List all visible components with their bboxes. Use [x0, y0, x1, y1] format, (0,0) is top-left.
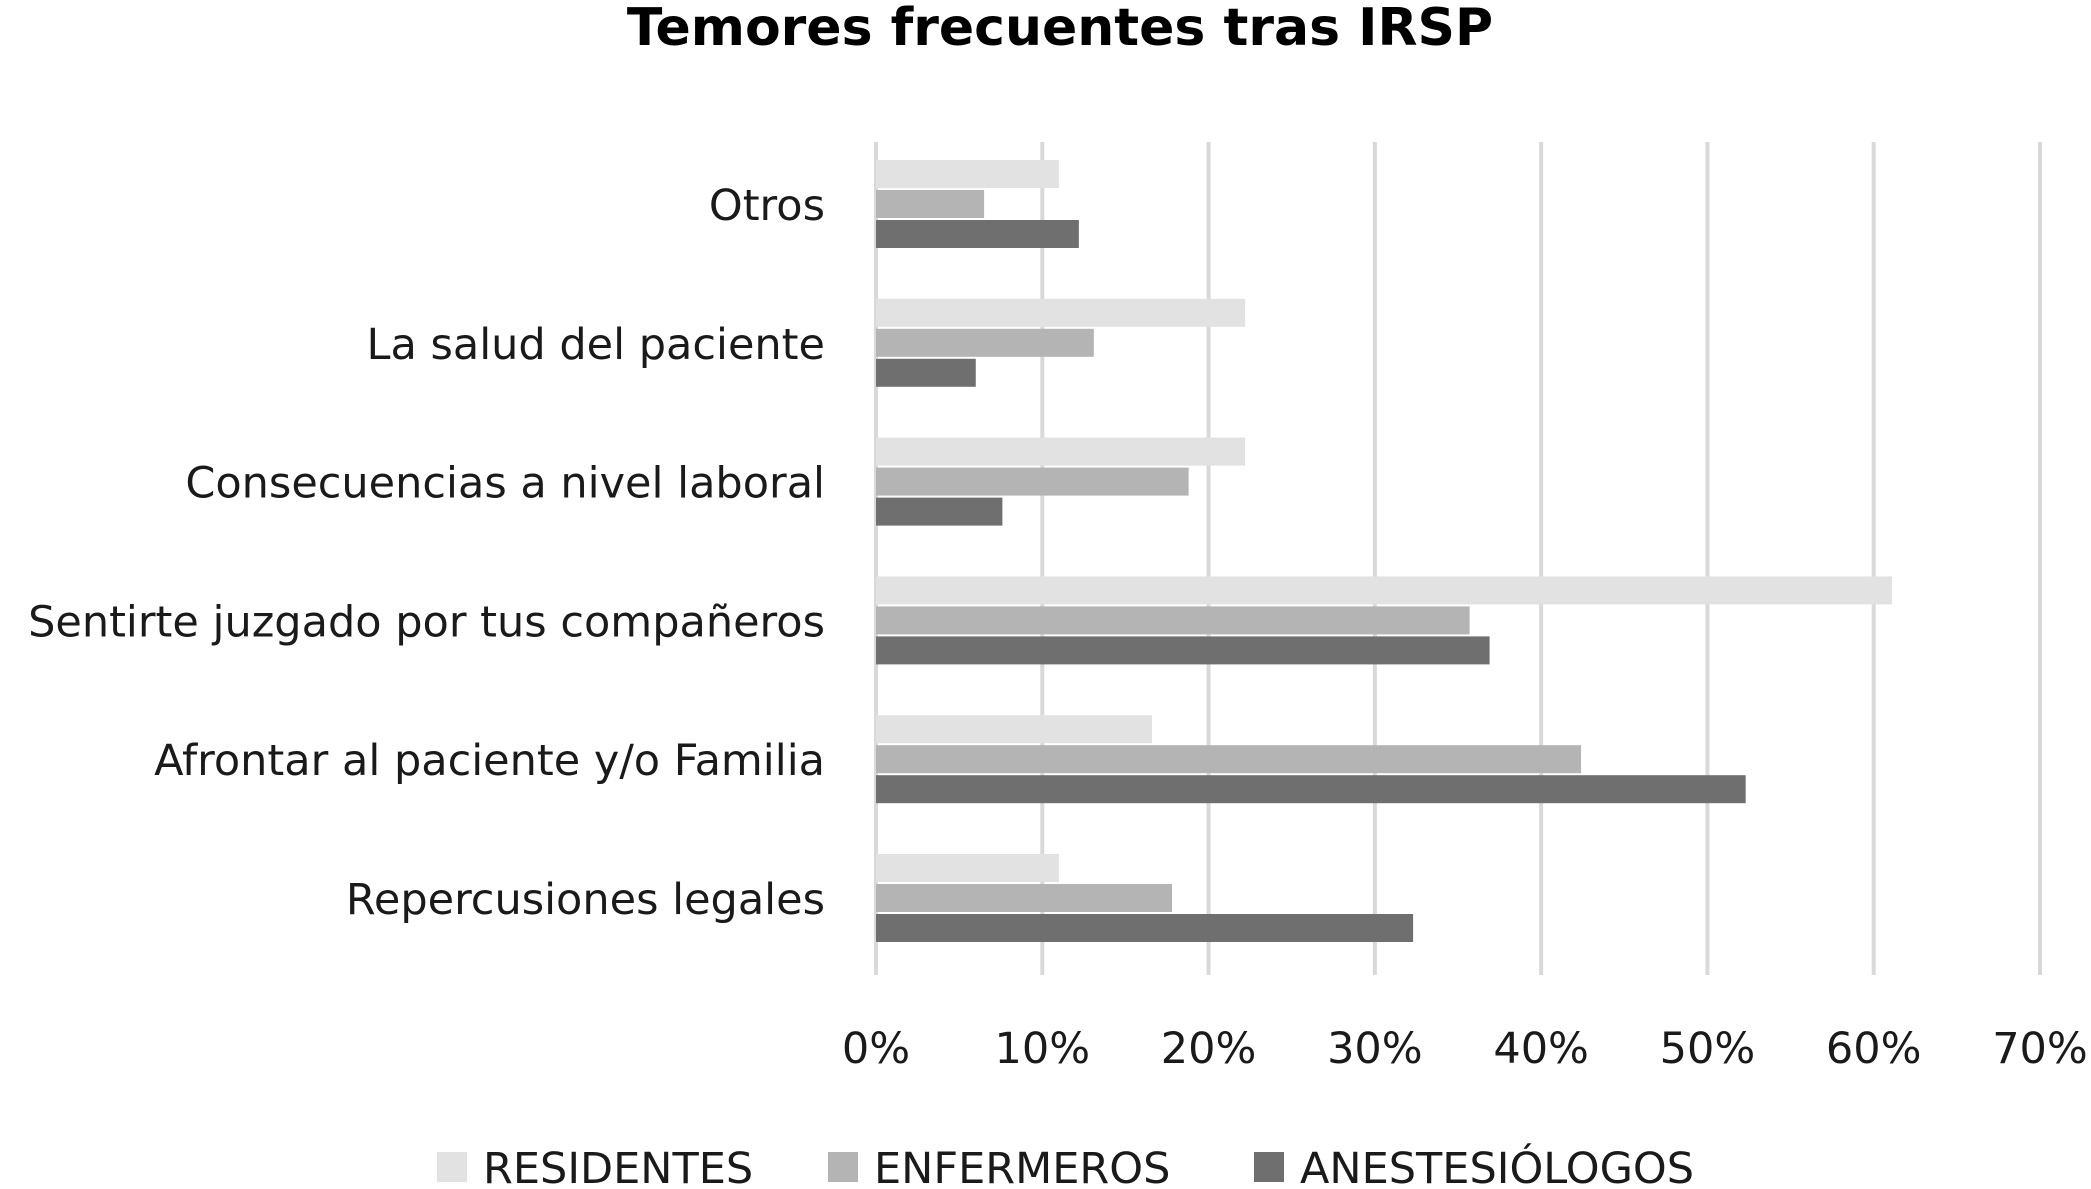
- x-tick-label: 30%: [1327, 1024, 1423, 1074]
- bar-residentes-5: [876, 854, 1059, 882]
- legend-swatch-enfermeros: [828, 1152, 858, 1182]
- legend-label-residentes: RESIDENTES: [483, 1144, 753, 1189]
- bar-enfermeros-4: [876, 745, 1582, 774]
- bar-residentes-3: [876, 576, 1893, 605]
- legend-swatch-anestesiologos: [1254, 1152, 1284, 1182]
- legend-swatch-residentes: [437, 1152, 467, 1182]
- bar-anestesiologos-3: [876, 636, 1490, 665]
- x-tick-label: 40%: [1493, 1024, 1589, 1074]
- x-tick-label: 70%: [1992, 1024, 2088, 1074]
- legend-label-anestesiologos: ANESTESIÓLOGOS: [1300, 1143, 1694, 1189]
- bar-enfermeros-1: [876, 328, 1094, 357]
- bar-anestesiologos-5: [876, 914, 1414, 942]
- bar-residentes-2: [876, 437, 1246, 466]
- x-tick-label: 50%: [1660, 1024, 1756, 1074]
- bar-enfermeros-0: [876, 190, 985, 218]
- x-tick-label: 60%: [1826, 1024, 1922, 1074]
- bar-anestesiologos-1: [876, 358, 976, 387]
- legend-label-enfermeros: ENFERMEROS: [874, 1144, 1170, 1189]
- category-labels: Otros La salud del paciente Consecuencias …: [28, 181, 825, 925]
- bar-anestesiologos-2: [876, 497, 1003, 526]
- bars: [876, 160, 1893, 942]
- category-label: Otros: [709, 181, 825, 231]
- bar-enfermeros-3: [876, 606, 1470, 635]
- x-tick-labels: 0% 10% 20% 30% 40% 50% 60% 70%: [842, 1024, 2088, 1074]
- bar-anestesiologos-4: [876, 775, 1746, 804]
- category-label: Afrontar al paciente y/o Familia: [154, 736, 825, 786]
- bar-residentes-4: [876, 715, 1153, 744]
- x-tick-label: 10%: [994, 1024, 1090, 1074]
- bar-enfermeros-2: [876, 467, 1189, 496]
- chart-title: Temores frecuentes tras IRSP: [627, 0, 1493, 58]
- bar-enfermeros-5: [876, 884, 1172, 912]
- bar-residentes-1: [876, 298, 1246, 327]
- category-label: Consecuencias a nivel laboral: [185, 459, 825, 509]
- category-label: Repercusiones legales: [346, 875, 825, 925]
- category-label: Sentirte juzgado por tus compañeros: [28, 597, 825, 647]
- category-label: La salud del paciente: [366, 320, 825, 370]
- bar-residentes-0: [876, 160, 1059, 188]
- x-tick-label: 20%: [1161, 1024, 1257, 1074]
- legend: RESIDENTES ENFERMEROS ANESTESIÓLOGOS: [437, 1143, 1694, 1189]
- bar-anestesiologos-0: [876, 220, 1079, 248]
- gridlines: [874, 142, 2042, 975]
- x-tick-label: 0%: [842, 1024, 910, 1074]
